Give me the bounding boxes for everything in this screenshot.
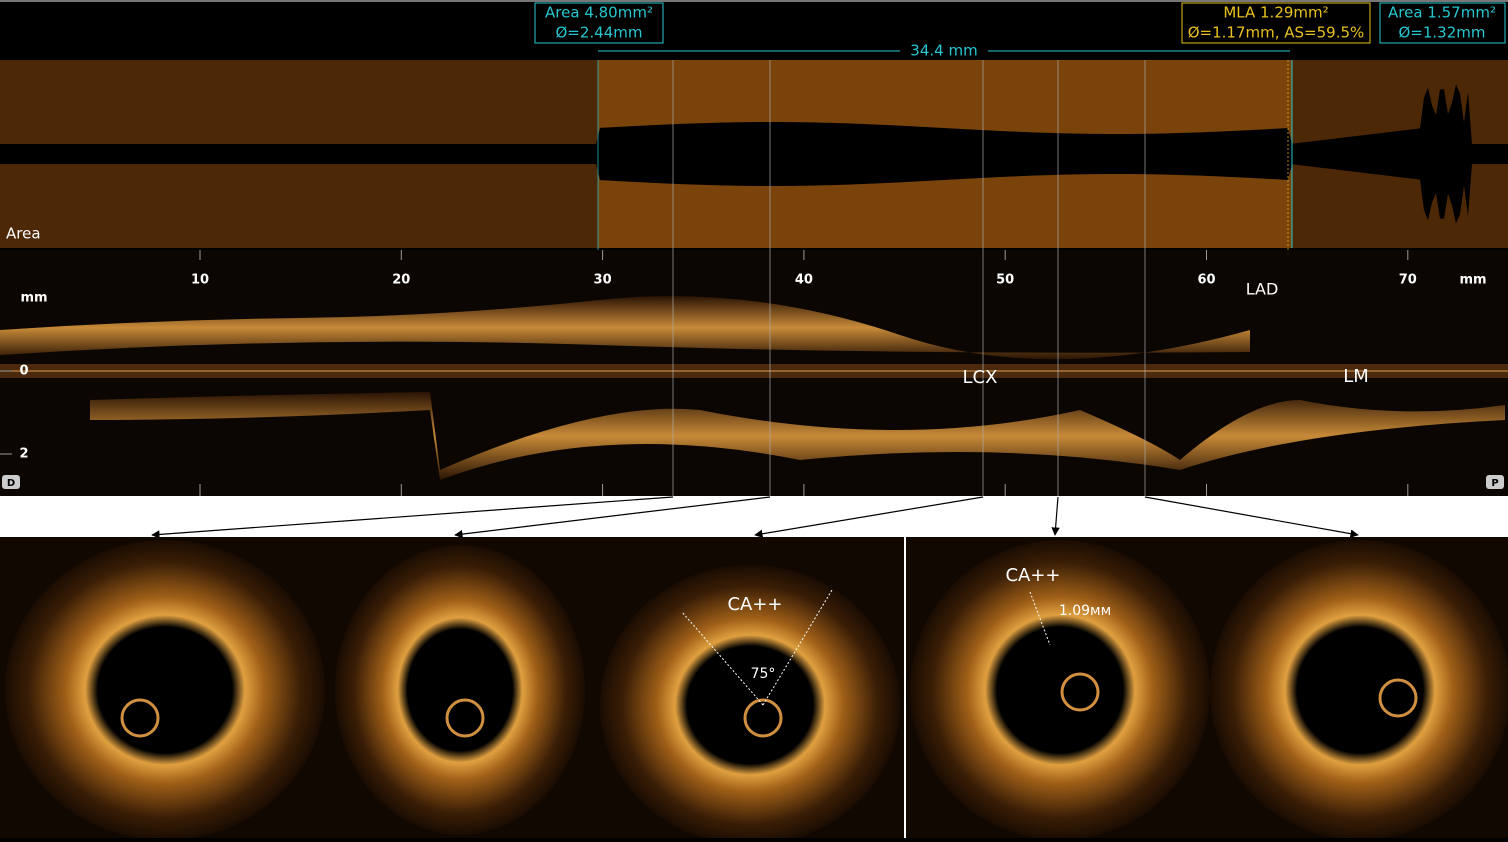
arrow [1051,496,1060,536]
angle-ray [681,611,764,706]
y-tick-label: 2 [19,447,28,462]
distal-tag [2,475,20,489]
frame-image [1210,540,1508,840]
vessel-wall-lower [90,392,1505,480]
area-profile [0,84,1508,224]
frame-image [910,540,1210,840]
area-label: Area [6,225,41,243]
vessel-label: LAD [1246,280,1279,299]
angle-label: 75° [751,666,776,682]
arrow [454,496,771,539]
mla-box [1181,2,1371,44]
y-tick-label: 0 [19,364,28,379]
ref-diameter: Ø=1.32mm [1399,24,1486,42]
arrow [754,496,984,538]
ref-box [1379,2,1506,44]
x-tick-label: 70 [1399,273,1417,288]
catheter [445,698,485,738]
proximal-tag [1486,475,1504,489]
frame-markers [672,60,1146,496]
x-unit: mm [1459,273,1486,288]
thickness-line [1029,591,1051,646]
x-tick-label: 50 [996,273,1014,288]
catheter [1060,672,1100,712]
length-label: 34.4 mm [910,42,977,60]
cross-sections [0,537,1508,842]
arrow-strip [0,496,1508,537]
frame-arrows [151,496,1359,539]
x-tick-label: 40 [795,273,813,288]
catheter [1378,678,1418,718]
proximal-label: P [1491,478,1498,489]
frame-image [5,540,325,840]
x-tick-label: 10 [191,273,209,288]
distal-label: D [7,478,15,489]
mla-area: MLA 1.29mm² [1223,4,1328,22]
x-tick-label: 60 [1197,273,1215,288]
x-tick-label: 30 [594,273,612,288]
ref-box [534,2,664,44]
x-tick-label: 20 [392,273,410,288]
ref-area: Area 1.57mm² [1388,4,1496,22]
catheter [120,698,160,738]
arrow [1144,496,1359,538]
length-bg [900,42,988,60]
calcium-label: CA++ [727,594,782,615]
thickness-label: 1.09мм [1059,603,1111,619]
calcium-label: CA++ [1005,565,1060,586]
vessel-label: LCX [963,367,998,388]
catheter [743,698,783,738]
frame-image [335,545,585,835]
vessel-wall-upper [0,296,1250,360]
ref-area: Area 4.80mm² [545,4,653,22]
vessel-label: LM [1343,366,1369,387]
mla-diameter: Ø=1.17mm, AS=59.5% [1188,24,1365,42]
arrow [151,496,674,539]
ref-diameter: Ø=2.44mm [556,24,643,42]
y-unit: mm [20,291,47,306]
